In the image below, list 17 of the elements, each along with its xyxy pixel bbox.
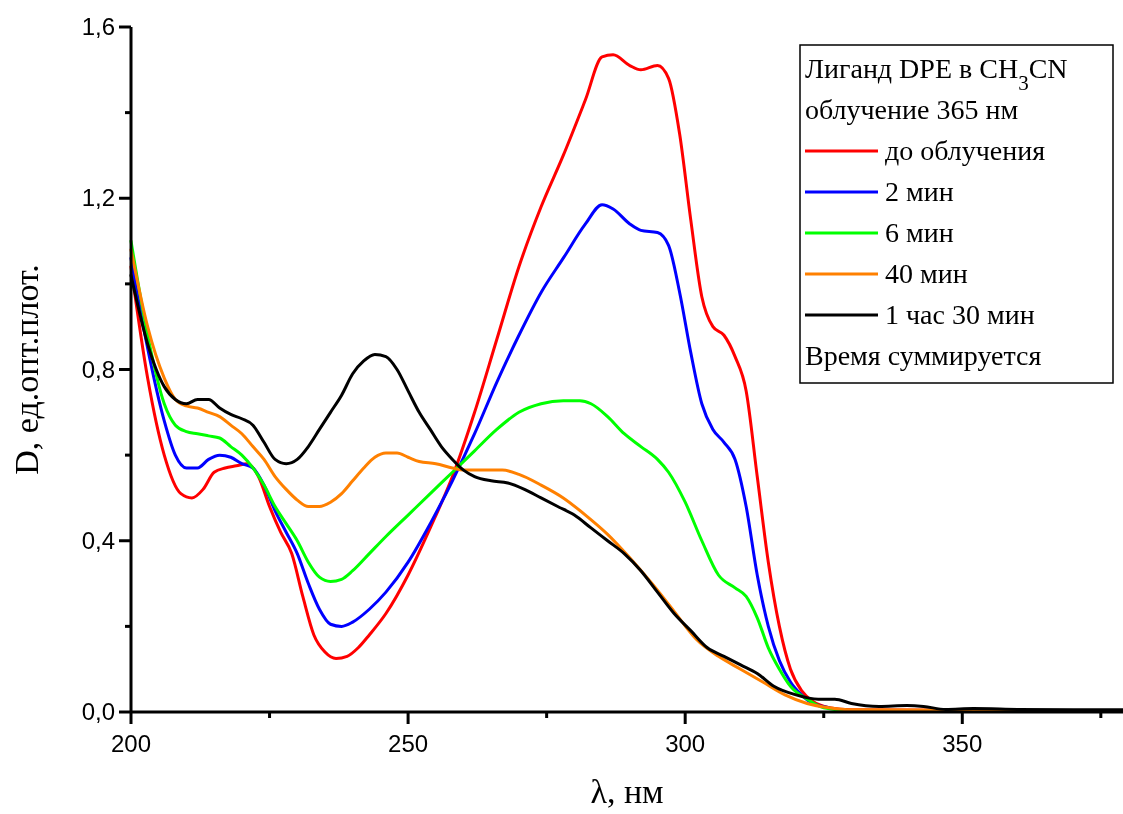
x-axis-title: λ, нм	[590, 773, 664, 810]
x-tick-label: 300	[665, 730, 706, 757]
legend-label: 6 мин	[885, 217, 954, 248]
legend-label: 2 мин	[885, 176, 954, 207]
x-tick-label: 250	[388, 730, 429, 757]
annotation: Время суммируется	[805, 340, 1042, 371]
y-axis-title: D, ед.опт.плот.	[8, 264, 45, 475]
x-tick-label: 350	[942, 730, 983, 757]
legend-label: 1 час 30 мин	[885, 299, 1035, 330]
y-tick-label: 0,4	[81, 526, 115, 554]
x-tick-label: 200	[110, 730, 152, 757]
legend-label: 40 мин	[885, 258, 968, 289]
y-tick-label: 0,8	[81, 355, 115, 383]
y-tick-label: 1,2	[81, 184, 115, 212]
y-tick-label: 0,0	[81, 698, 115, 725]
legend-label: до облучения	[885, 135, 1046, 166]
y-tick-label: 1,6	[81, 13, 115, 40]
